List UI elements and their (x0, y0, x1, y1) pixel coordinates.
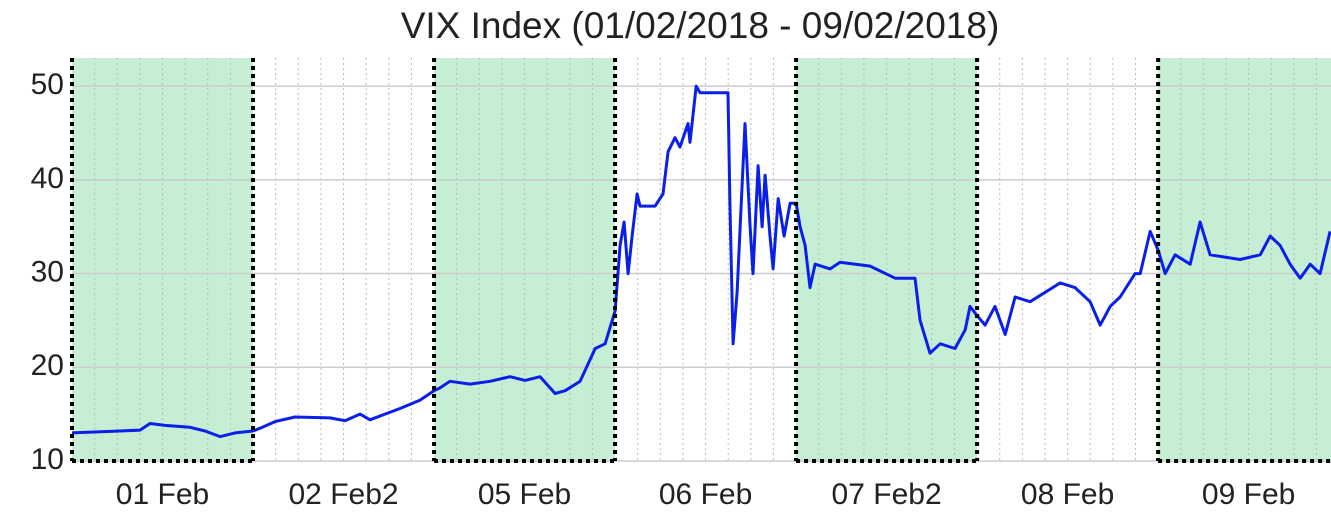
x-tick-label: 08 Feb (1021, 478, 1114, 511)
y-tick-label: 50 (31, 68, 64, 101)
x-tick-label: 05 Feb (478, 478, 571, 511)
y-tick-label: 30 (31, 255, 64, 288)
x-tick-label: 09 Feb (1202, 478, 1295, 511)
x-tick-label: 06 Feb (659, 478, 752, 511)
y-tick-label: 40 (31, 162, 64, 195)
chart-title: VIX Index (01/02/2018 - 09/02/2018) (401, 5, 1000, 46)
series-line (71, 84, 1331, 439)
x-tick-label: 02 Feb2 (288, 478, 398, 511)
y-tick-label: 20 (31, 349, 64, 382)
y-tick-label: 10 (31, 443, 64, 476)
x-tick-label: 01 Feb (116, 478, 209, 511)
x-tick-label: 07 Feb2 (832, 478, 942, 511)
